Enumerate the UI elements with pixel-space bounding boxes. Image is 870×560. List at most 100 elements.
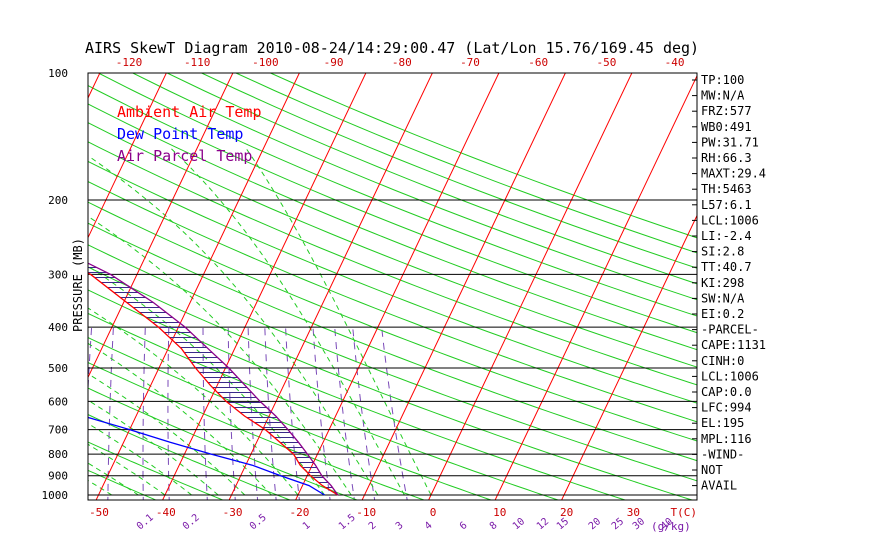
mixing-ratio-label: 10 [511,516,527,532]
mixing-ratio-line [202,327,208,500]
moist-adiabat [88,155,379,496]
top-temp-tick-label: -100 [252,56,279,69]
mixing-ratio-label: 12 [535,516,551,532]
legend: Ambient Air Temp Dew Point Temp Air Parcel… [117,103,262,165]
bottom-temp-tick-label: 10 [493,506,506,519]
moist-adiabat [88,422,192,496]
mixing-ratio-label: 4 [423,520,435,532]
plot-area [0,54,697,504]
mixing-ratio-label: 0.5 [248,512,269,532]
index-item: CAP:0.0 [701,385,752,399]
moist-adiabat [244,147,432,496]
mixing-ratio-label: 1 [301,520,313,532]
isotherm [494,74,697,500]
bottom-temp-tick-label: -20 [289,506,309,519]
index-item: FRZ:577 [701,104,752,118]
mixing-ratio-line [227,327,236,500]
mixing-ratio-line [285,327,300,500]
mixing-ratio-lines [88,327,408,500]
moist-adiabat [88,399,219,496]
moist-adiabat [88,342,272,496]
cape-hatch [88,263,338,495]
mixing-ratio-label: 3 [394,520,406,532]
legend-item: Air Parcel Temp [117,147,252,165]
wind-markers [20,73,57,197]
dry-adiabat [88,122,697,368]
index-item: KI:298 [701,276,744,290]
index-item: MW:N/A [701,89,745,103]
isotherm [162,73,367,500]
isotherm [561,214,697,500]
pressure-tick-label: 1000 [42,489,69,502]
mixing-ratio-label: 0.1 [135,512,156,532]
index-item: NOT [701,463,723,477]
index-item: AVAIL [701,479,737,493]
mixing-ratio-line [334,327,355,500]
dry-adiabat [88,84,697,334]
index-item: SI:2.8 [701,245,744,259]
top-temp-tick-label: -40 [665,56,685,69]
mixing-ratio-line [167,327,170,500]
dry-adiabat [88,387,359,500]
top-temp-tick-label: -60 [528,56,548,69]
dry-adiabat [88,160,697,404]
index-item: TH:5463 [701,182,752,196]
isotherm [428,73,633,500]
top-temperature-axis: -120 -110 -100 -90 -80 -70 -60 -50 -40 [116,56,685,69]
index-item: SW:N/A [701,291,745,305]
bottom-temp-tick-label: 0 [430,506,437,519]
index-item: L57:6.1 [701,198,752,212]
top-temp-tick-label: -50 [596,56,616,69]
index-item: LCL:1006 [701,213,759,227]
bottom-temp-tick-label: -50 [89,506,109,519]
index-item: TP:100 [701,73,744,87]
bottom-temp-tick-label: -10 [356,506,376,519]
bottom-temp-tick-label: 30 [627,506,640,519]
moist-adiabat [88,443,166,496]
mixing-ratio-label: 25 [610,516,626,532]
dry-adiabat [88,244,697,482]
dry-adiabats [0,54,697,504]
dry-adiabat [269,73,697,239]
mixing-ratio-line [381,327,408,500]
bottom-temperature-axis: -50 -40 -30 -20 -10 0 10 20 30 T(C) [89,506,697,519]
dry-adiabat [88,361,426,500]
y-axis-label: PRESSURE (MB) [71,238,85,332]
top-temp-tick-label: -90 [324,56,344,69]
top-temp-tick-label: -110 [184,56,211,69]
mixing-ratio-label: 8 [488,520,500,532]
mixing-ratio-label: 0.2 [181,512,202,532]
isotherm [361,73,566,500]
top-temp-tick-label: -120 [116,56,143,69]
dry-adiabat [97,73,697,317]
dry-adiabat [0,54,30,504]
isotherm [0,54,43,504]
moist-adiabat [88,373,246,496]
index-item: EI:0.2 [701,307,744,321]
index-item: MPL:116 [701,432,752,446]
isotherm [95,73,300,500]
sounding-lines [88,262,339,496]
plot-frame [87,72,698,501]
dry-adiabat [88,312,560,500]
pressure-tick-label: 100 [48,67,68,80]
index-item: EL:195 [701,416,744,430]
pressure-tick-label: 900 [48,470,68,483]
dry-adiabat [88,441,225,500]
mixing-ratio-axis: 0.1 0.2 0.5 1 1.5 2 3 4 6 8 10 12 15 20 25 30 40(g/kg) [135,512,691,533]
index-item: PW:31.71 [701,135,759,149]
dry-adiabat [88,266,694,500]
mixing-ratio-label: 1.5 [337,512,358,532]
dry-adiabat [234,73,697,254]
pressure-tick-label: 500 [48,362,68,375]
index-item: TT:40.7 [701,260,752,274]
index-item: RH:66.3 [701,151,752,165]
top-temp-tick-label: -80 [392,56,412,69]
mixing-ratio-label: 6 [458,520,470,532]
mixing-ratio-unit: (g/kg) [651,520,691,533]
mixing-ratio-line [312,327,331,500]
dry-adiabat [166,73,697,285]
index-item: CINH:0 [701,354,744,368]
series-line-2 [88,262,339,496]
